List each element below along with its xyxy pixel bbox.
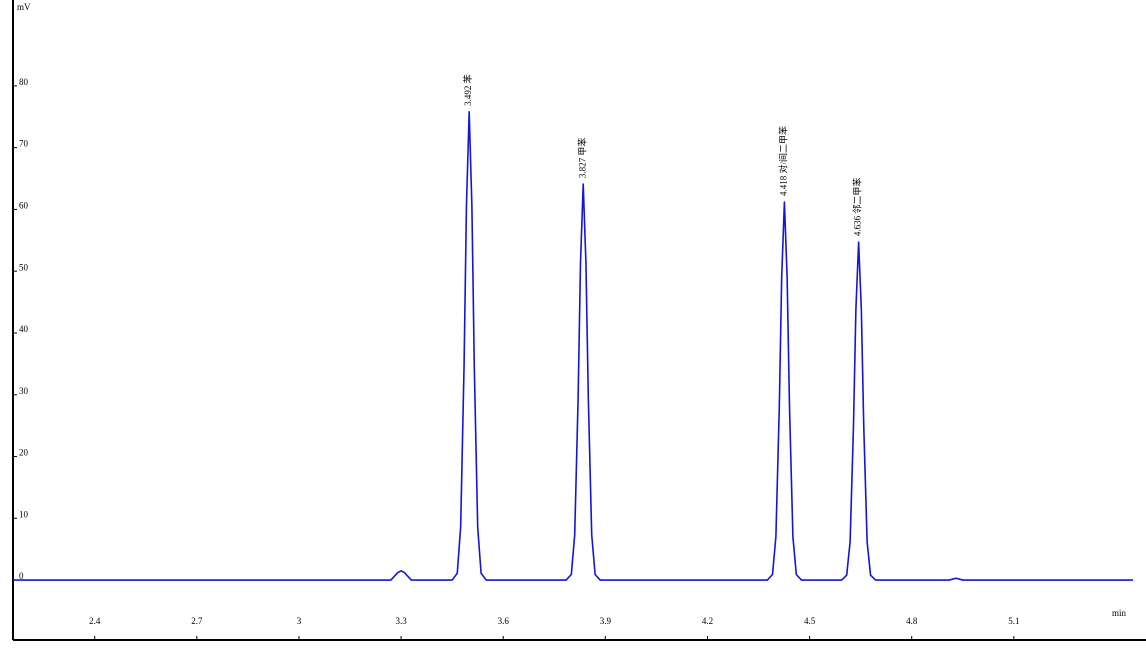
- x-tick-label: 2.4: [89, 616, 101, 626]
- peak-label: 4.418 对/间二甲苯: [777, 126, 788, 196]
- y-tick-label: 80: [19, 77, 29, 87]
- x-axis-label: min: [1112, 608, 1127, 618]
- x-tick-label: 5.1: [1008, 616, 1019, 626]
- x-tick-label: 3: [297, 616, 302, 626]
- y-tick-label: 20: [19, 448, 29, 458]
- y-tick-label: 0: [19, 571, 24, 581]
- y-tick-label: 10: [19, 509, 29, 519]
- y-axis-label: mV: [17, 2, 31, 12]
- x-tick-label: 4.5: [804, 616, 816, 626]
- peak-label: 4.636 邻二甲苯: [852, 178, 863, 237]
- x-tick-label: 3.9: [600, 616, 612, 626]
- y-tick-label: 40: [19, 324, 29, 334]
- peak-label: 3.827 甲苯: [576, 138, 587, 179]
- y-tick-label: 50: [19, 262, 29, 272]
- y-tick-label: 30: [19, 386, 29, 396]
- y-tick-label: 60: [19, 200, 29, 210]
- x-tick-label: 2.7: [191, 616, 203, 626]
- x-tick-label: 4.8: [906, 616, 918, 626]
- peak-label: 3.492 苯: [462, 74, 473, 106]
- x-tick-label: 3.3: [395, 616, 407, 626]
- trace: [13, 111, 1133, 581]
- x-tick-label: 4.2: [702, 616, 713, 626]
- y-tick-label: 70: [19, 139, 29, 149]
- x-tick-label: 3.6: [498, 616, 510, 626]
